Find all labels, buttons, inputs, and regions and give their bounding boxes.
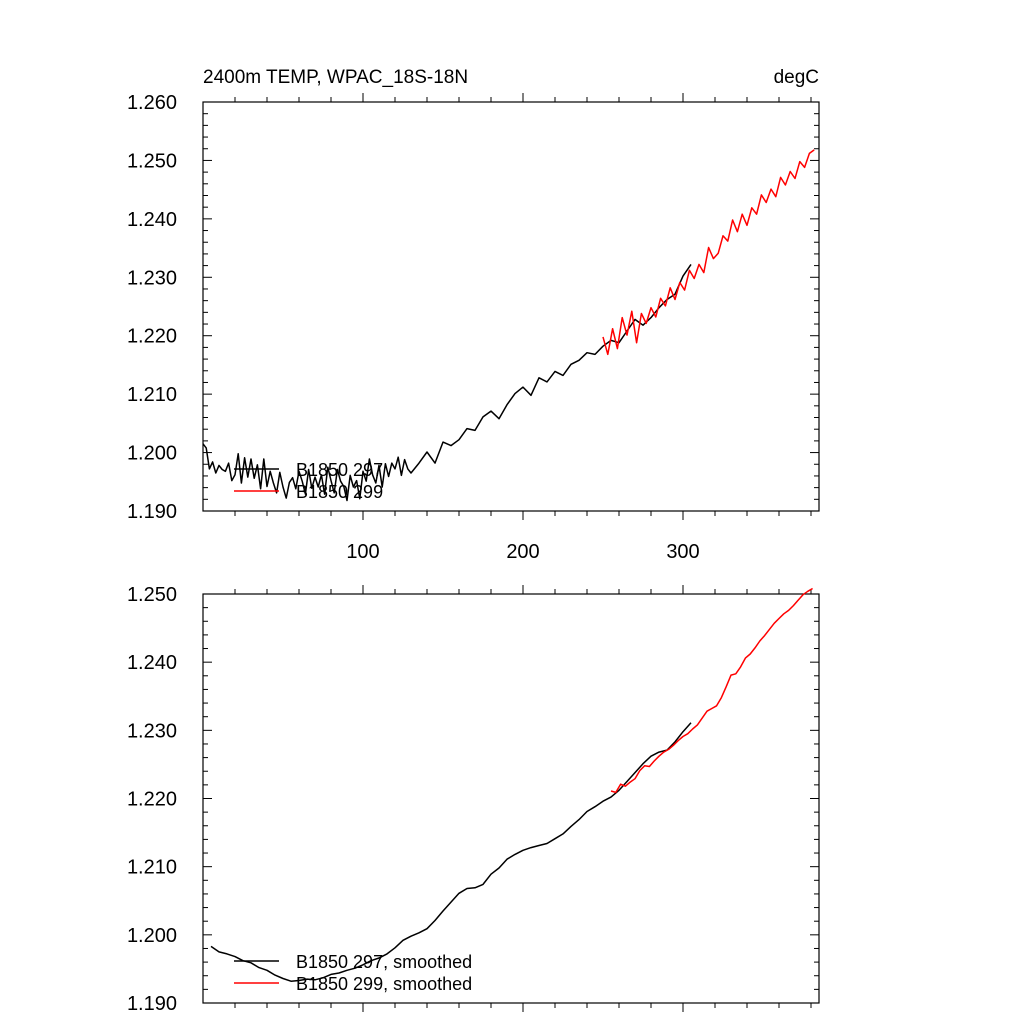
y-tick-label: 1.250 (127, 150, 177, 172)
y-tick-label: 1.240 (127, 209, 177, 231)
plot-frame (202, 101, 820, 512)
legend: B1850 297 B1850 299 (234, 460, 383, 502)
chart-title: 2400m TEMP, WPAC_18S-18N (203, 67, 468, 88)
legend-label-b1850-297: B1850 297 (296, 460, 383, 480)
y-tick-labels: 1.190 1.200 1.210 1.220 1.230 1.240 1.250 1.260 (127, 92, 177, 523)
y-tick-label: 1.200 (127, 443, 177, 465)
legend-label-b1850-299-smoothed: B1850 299, smoothed (296, 974, 472, 994)
y-tick-labels: 1.190 1.200 1.210 1.220 1.230 1.240 1.250 (127, 584, 177, 1015)
smoothed-panel: 1.190 1.200 1.210 1.220 1.230 1.240 1.250 B185… (127, 584, 820, 1015)
y-tick-label: 1.260 (127, 92, 177, 114)
y-tick-label: 1.240 (127, 652, 177, 674)
legend: B1850 297, smoothed B1850 299, smoothed (234, 952, 472, 994)
y-tick-label: 1.220 (127, 326, 177, 348)
axis-ticks (203, 585, 819, 1012)
y-tick-label: 1.250 (127, 584, 177, 606)
axis-ticks (203, 93, 819, 520)
x-tick-label: 200 (506, 541, 539, 563)
raw-panel: 2400m TEMP, WPAC_18S-18N degC 1.190 1.200… (127, 67, 820, 563)
legend-label-b1850-299: B1850 299 (296, 482, 383, 502)
y-tick-label: 1.230 (127, 720, 177, 742)
y-tick-label: 1.200 (127, 925, 177, 947)
y-tick-label: 1.210 (127, 384, 177, 406)
legend-label-b1850-297-smoothed: B1850 297, smoothed (296, 952, 472, 972)
units-label: degC (774, 67, 819, 88)
y-tick-label: 1.230 (127, 267, 177, 289)
y-tick-label: 1.190 (127, 993, 177, 1015)
series-line-b1850-299 (602, 149, 815, 356)
x-tick-labels: 100 200 300 (346, 541, 699, 563)
y-tick-label: 1.190 (127, 501, 177, 523)
series-line-b1850-299-smoothed (610, 587, 813, 794)
series-line-b1850-297-smoothed (210, 722, 692, 982)
y-tick-label: 1.220 (127, 789, 177, 811)
series-lines (210, 587, 813, 982)
x-tick-label: 100 (346, 541, 379, 563)
x-tick-label: 300 (666, 541, 699, 563)
y-tick-label: 1.210 (127, 857, 177, 879)
